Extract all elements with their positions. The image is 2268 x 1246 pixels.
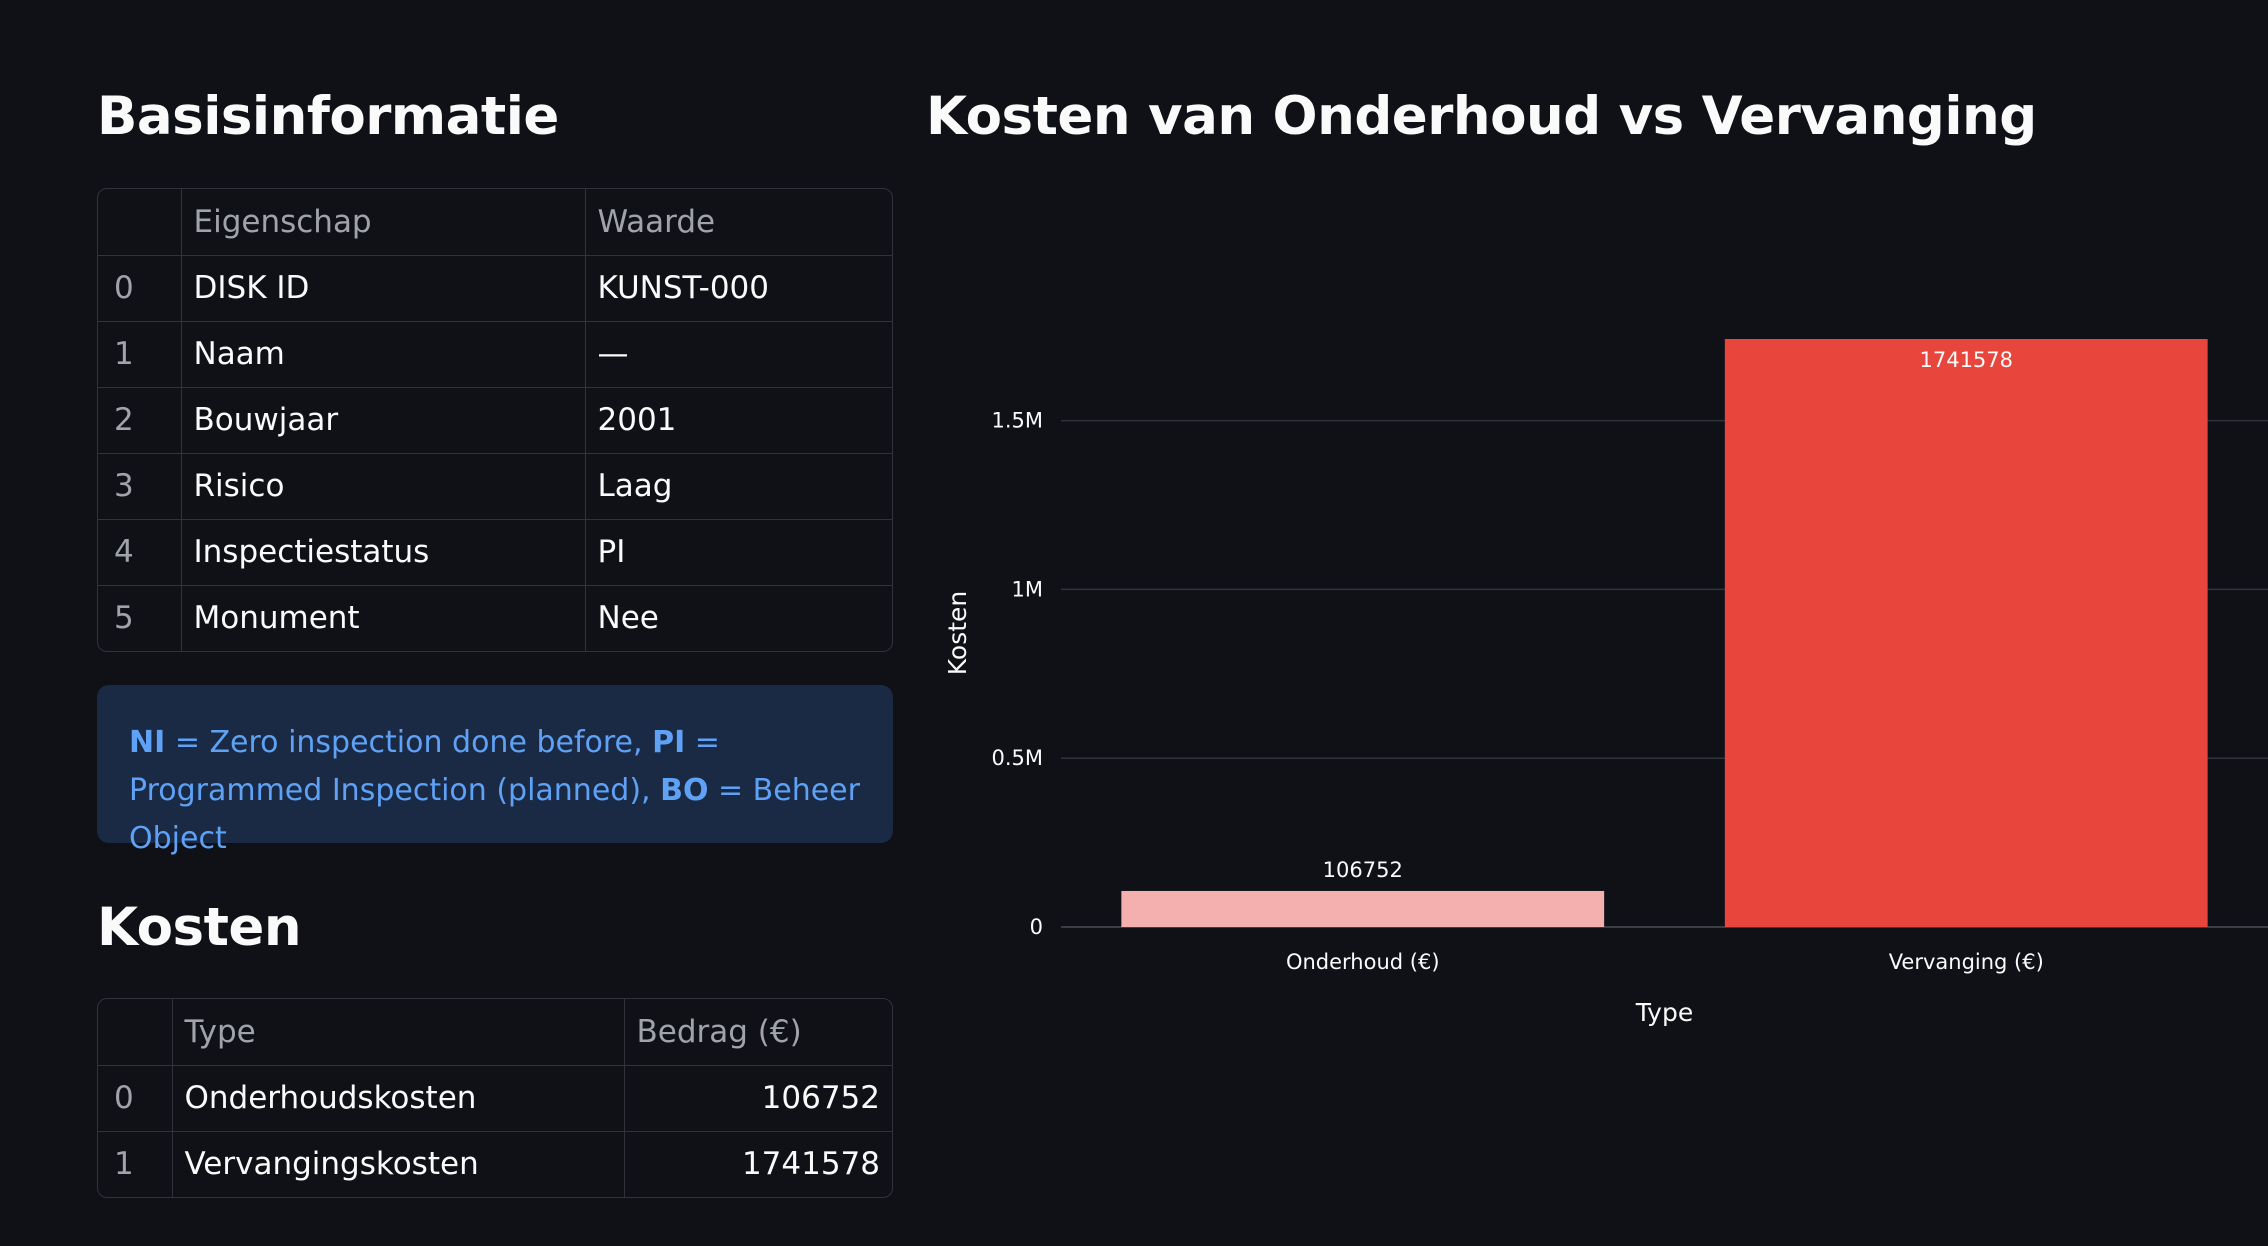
row-index: 0 [98, 255, 182, 322]
waarde-cell[interactable]: Laag [585, 453, 892, 520]
table-row[interactable]: 1 Naam — [98, 321, 892, 388]
bar-onderhoud [1121, 890, 1605, 927]
x-axis-title: Type [1635, 998, 1693, 1027]
eigenschap-header[interactable]: Eigenschap [181, 189, 586, 256]
bar-vervanging [1724, 339, 2208, 927]
ni-code: NI [129, 725, 166, 760]
chart-title: Kosten van Onderhoud vs Vervanging [926, 86, 2037, 147]
x-tick-label: Onderhoud (€) [1286, 950, 1440, 974]
waarde-header[interactable]: Waarde [585, 189, 892, 256]
kosten-heading: Kosten [97, 897, 302, 958]
type-header[interactable]: Type [172, 999, 625, 1066]
table-row[interactable]: 0 DISK ID KUNST-000 [98, 255, 892, 322]
row-index: 2 [98, 387, 182, 454]
eigenschap-cell[interactable]: Inspectiestatus [181, 519, 586, 586]
index-header[interactable] [98, 189, 182, 256]
y-tick-label: 0.5M [991, 746, 1043, 770]
table-row[interactable]: 4 Inspectiestatus PI [98, 519, 892, 586]
x-tick-label: Vervanging (€) [1889, 950, 2044, 974]
index-header[interactable] [98, 999, 173, 1066]
eigenschap-cell[interactable]: Monument [181, 585, 586, 651]
row-index: 0 [98, 1065, 173, 1132]
waarde-cell[interactable]: — [585, 321, 892, 388]
type-cell[interactable]: Vervangingskosten [172, 1131, 625, 1197]
cost-bar-chart[interactable]: 0 0.5M 1M 1.5M 106752 Onderhoud (€) 1741578 Ver… [926, 0, 2268, 1246]
basisinformatie-heading: Basisinformatie [97, 86, 559, 147]
y-tick-label: 1M [1012, 577, 1043, 601]
table-row[interactable]: 2 Bouwjaar 2001 [98, 387, 892, 454]
waarde-cell[interactable]: PI [585, 519, 892, 586]
row-index: 4 [98, 519, 182, 586]
cost-chart-panel: Kosten van Onderhoud vs Vervanging 0 0.5M… [926, 0, 2268, 1246]
table-row[interactable]: 1 Vervangingskosten 1741578 [98, 1131, 892, 1197]
y-axis-title: Kosten [943, 591, 972, 676]
basisinformatie-table[interactable]: Eigenschap Waarde 0 DISK ID KUNST-000 1 … [97, 188, 893, 652]
type-cell[interactable]: Onderhoudskosten [172, 1065, 625, 1132]
table-row[interactable]: 0 Onderhoudskosten 106752 [98, 1065, 892, 1132]
row-index: 3 [98, 453, 182, 520]
status-legend-info-box: NI = Zero inspection done before, PI = P… [97, 685, 893, 856]
bedrag-cell[interactable]: 1741578 [741, 1146, 880, 1183]
y-tick-label: 0 [1030, 915, 1043, 939]
kosten-table[interactable]: Type Bedrag (€) 0 Onderhoudskosten 10675… [97, 998, 893, 1198]
bar-data-label: 1741578 [1919, 348, 2013, 372]
eigenschap-cell[interactable]: Naam [181, 321, 586, 388]
eigenschap-cell[interactable]: Risico [181, 453, 586, 520]
bo-code: BO [660, 773, 709, 808]
eigenschap-cell[interactable]: Bouwjaar [181, 387, 586, 454]
bo-description: = Beheer Object [129, 773, 860, 856]
pi-description: = Programmed Inspection (planned), [129, 725, 720, 808]
table-header-row: Type Bedrag (€) [98, 999, 892, 1066]
waarde-cell[interactable]: Nee [597, 600, 659, 637]
row-index: 1 [98, 321, 182, 388]
y-tick-label: 1.5M [991, 409, 1043, 433]
pi-code: PI [652, 725, 686, 760]
bedrag-header[interactable]: Bedrag (€) [624, 999, 892, 1066]
eigenschap-cell[interactable]: DISK ID [181, 255, 586, 322]
waarde-cell[interactable]: 2001 [585, 387, 892, 454]
table-row[interactable]: 5 Monument Nee [98, 585, 892, 651]
table-row[interactable]: 3 Risico Laag [98, 453, 892, 520]
bedrag-cell[interactable]: 106752 [624, 1065, 892, 1132]
waarde-cell[interactable]: KUNST-000 [585, 255, 892, 322]
bar-data-label: 106752 [1323, 858, 1403, 882]
ni-description: = Zero inspection done before, [165, 725, 653, 760]
row-index: 5 [98, 585, 182, 651]
table-header-row: Eigenschap Waarde [98, 189, 892, 256]
row-index: 1 [98, 1131, 173, 1197]
